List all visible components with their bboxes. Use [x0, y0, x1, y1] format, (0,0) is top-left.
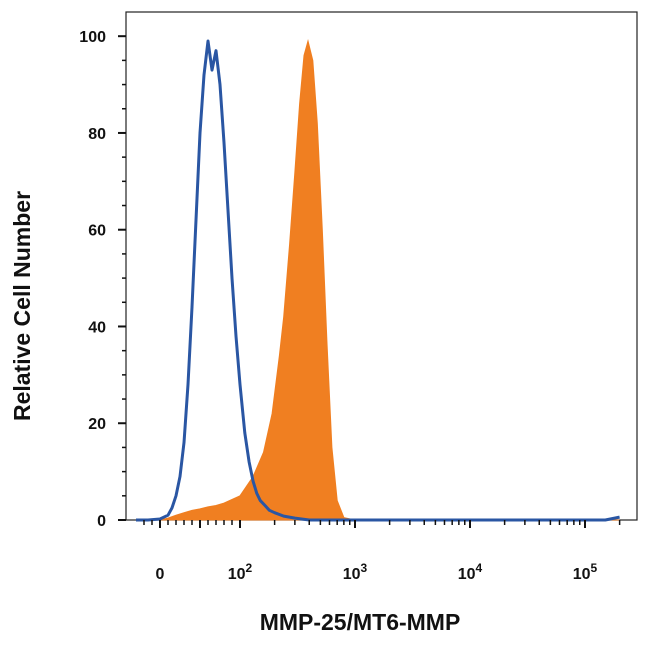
x-tick-label: 102 — [228, 561, 253, 583]
series-layer — [136, 39, 620, 522]
y-axis-title: Relative Cell Number — [9, 191, 35, 421]
series-0-filled-histogram — [136, 39, 620, 521]
y-tick-label: 80 — [88, 126, 106, 143]
y-tick-label: 0 — [97, 513, 106, 530]
series-1-outline-histogram — [136, 39, 620, 522]
x-tick-label: 0 — [156, 566, 165, 583]
y-tick-label: 100 — [79, 29, 106, 46]
y-tick-label: 40 — [88, 319, 106, 336]
y-tick-label: 20 — [88, 416, 106, 433]
y-axis: 0 20 40 60 80 100 — [79, 29, 126, 530]
x-axis-title: MMP-25/MT6-MMP — [260, 609, 461, 635]
x-tick-label: 105 — [573, 561, 598, 583]
x-axis: 0 102 103 104 105 — [143, 520, 621, 583]
x-tick-label: 104 — [458, 561, 483, 583]
x-tick-label: 103 — [343, 561, 368, 583]
y-tick-label: 60 — [88, 223, 106, 240]
